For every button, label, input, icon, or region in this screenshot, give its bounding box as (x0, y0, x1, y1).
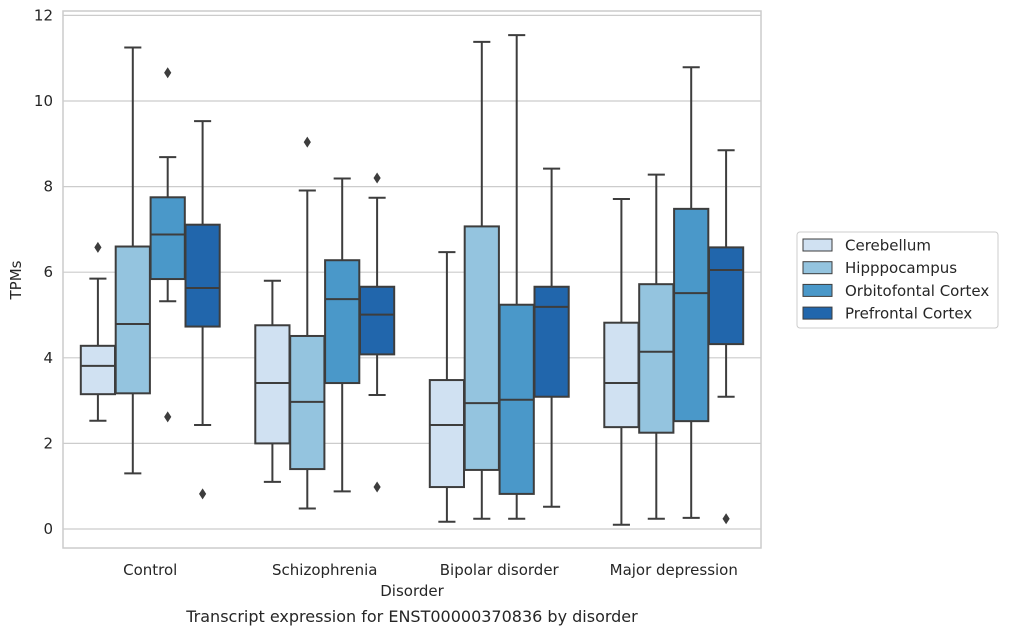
outlier-point (199, 488, 207, 500)
legend-swatch (802, 238, 833, 252)
legend-swatch (802, 261, 833, 275)
outlier-point (164, 67, 172, 79)
outlier-point (94, 241, 102, 253)
box-body (358, 285, 396, 356)
legend-frame (796, 231, 999, 329)
outlier-point (303, 136, 311, 148)
legend-swatch (802, 306, 833, 320)
legend-label: Orbitofontal Cortex (845, 282, 989, 300)
box-hipppocampus (114, 46, 151, 475)
box-body (184, 223, 221, 328)
y-tick-label: 4 (43, 349, 53, 367)
x-tick-label: Bipolar disorder (440, 561, 560, 579)
legend-label: Prefrontal Cortex (845, 305, 972, 323)
box-hipppocampus (463, 40, 500, 520)
y-tick-label: 10 (34, 92, 53, 110)
x-tick-label: Schizophrenia (272, 561, 377, 579)
box-orbitofontal-cortex (324, 177, 361, 493)
box-prefrontal-cortex (533, 167, 570, 508)
legend-swatch (802, 283, 833, 297)
box-orbitofontal-cortex (673, 66, 710, 519)
box-body (533, 285, 570, 398)
y-tick-label: 2 (43, 434, 53, 452)
box-hipppocampus (289, 136, 326, 510)
box-body (463, 225, 500, 471)
box-body (324, 259, 361, 385)
y-tick-label: 8 (43, 178, 53, 196)
y-tick-label: 12 (34, 6, 53, 24)
box-body (428, 379, 466, 489)
box-body (638, 283, 675, 434)
legend-label: Hipppocampus (845, 259, 957, 277)
box-cerebellum (603, 198, 640, 526)
box-hipppocampus (638, 173, 675, 520)
outlier-point (373, 172, 381, 184)
y-axis-title: TPMs (7, 260, 25, 300)
chart-caption: Transcript expression for ENST0000037083… (186, 607, 638, 626)
y-tick-label: 6 (43, 263, 53, 281)
legend: Cerebellum Hipppocampus Orbitofontal Corte… (796, 231, 999, 329)
box-cerebellum (254, 279, 291, 483)
outlier-point (373, 481, 381, 493)
boxes (79, 34, 745, 526)
x-tick-labels: Control Schizophrenia Bipolar disorder Majo… (123, 561, 738, 579)
box-body (254, 324, 291, 445)
y-tick-labels: 0 2 4 6 8 10 12 (34, 6, 53, 538)
y-tick-label: 0 (43, 520, 53, 538)
legend-label: Cerebellum (845, 237, 931, 255)
outlier-point (722, 513, 730, 525)
box-body (79, 344, 117, 396)
box-prefrontal-cortex (184, 120, 221, 500)
box-body (149, 196, 186, 281)
x-axis-title: Disorder (380, 582, 444, 600)
x-tick-label: Major depression (610, 561, 738, 579)
box-body (114, 245, 151, 395)
plot-frame (62, 10, 762, 549)
box-body (673, 207, 710, 423)
outlier-point (164, 411, 172, 423)
box-body (603, 321, 640, 429)
x-tick-label: Control (123, 561, 177, 579)
box-body (707, 246, 745, 346)
box-prefrontal-cortex (358, 172, 396, 493)
box-prefrontal-cortex (707, 149, 745, 525)
box-orbitofontal-cortex (498, 34, 535, 520)
